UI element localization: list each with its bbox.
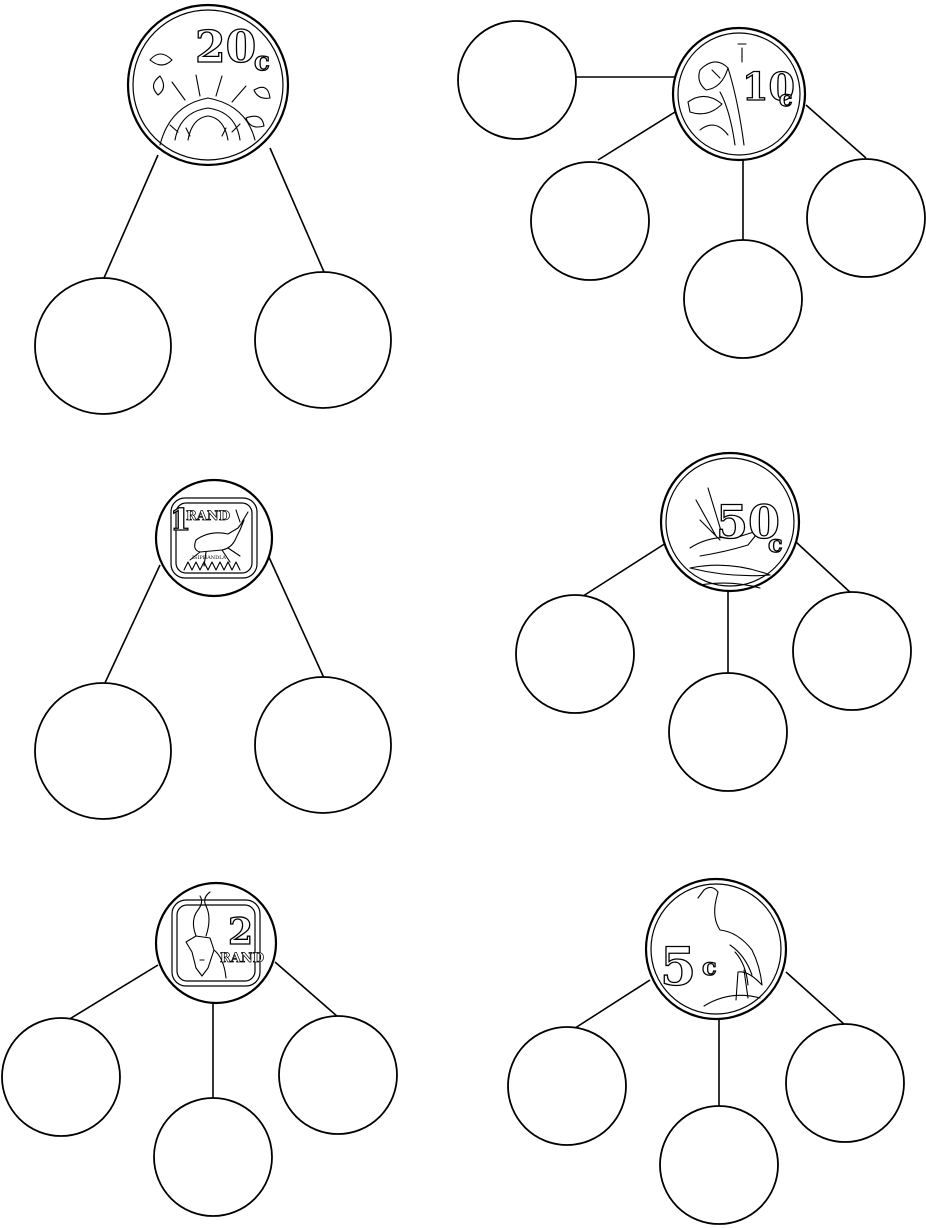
answer-bubble[interactable] [34,682,172,820]
connector-line [267,554,325,679]
coin-1rand: 1 RAND ISIPHANDLA [154,478,274,598]
coin-value-label: 50 [716,495,780,549]
connector-line [597,111,676,161]
coin-20c: 20 c [126,3,290,167]
connector-line [571,979,651,1031]
coin-unit-label: c [779,86,792,112]
coin-value-label: 2 [228,911,253,953]
answer-bubble[interactable] [659,1105,779,1225]
answer-bubble[interactable] [254,676,392,814]
coin-value-label: 1 [170,503,191,538]
blue-crane-icon [697,886,763,1007]
answer-bubble[interactable] [806,158,926,278]
coin-2rand-group: 2 RAND [1,881,398,1217]
springbok-icon [183,509,249,571]
coin-10c: 10 c [671,26,807,162]
connector-line [579,542,667,599]
answer-bubble[interactable] [530,161,650,281]
coin-unit-label: c [254,47,270,77]
coin-inscription: ISIPHANDLA [192,555,226,561]
answer-bubble[interactable] [792,591,912,711]
coin-50c-group: 50 c [515,451,912,792]
answer-bubble[interactable] [515,594,635,714]
kudu-icon [185,891,227,979]
answer-bubble[interactable] [668,672,788,792]
coin-50c: 50 c [659,451,801,593]
answer-bubble[interactable] [254,271,392,409]
connector-line [805,104,867,159]
answer-bubble[interactable] [34,277,172,415]
connector-line [785,971,846,1026]
connector-line [67,964,159,1021]
answer-bubble[interactable] [1,1017,121,1137]
coin-5c: 5 c [644,877,788,1021]
coin-10c-group: 10 c [457,20,926,359]
coin-value-label: 20 [195,22,256,73]
answer-bubble[interactable] [153,1097,273,1217]
connector-line [103,564,161,686]
coin-unit-label: RAND [220,951,264,966]
answer-bubble[interactable] [683,239,803,359]
connector-line [269,147,325,273]
coin-20c-group: 20 c [34,3,392,415]
answer-bubble[interactable] [278,1015,398,1135]
coin-value-label: 5 [660,937,696,998]
coin-unit-label: c [768,529,783,558]
connector-line [103,154,159,279]
connector-line [795,541,853,595]
strelitzia-icon [689,487,771,589]
coin-unit-label: c [702,952,717,981]
connector-line [274,961,339,1018]
answer-bubble[interactable] [507,1026,627,1146]
coin-1rand-group: 1 RAND ISIPHANDLA [34,478,392,820]
arum-lily-icon [687,43,747,146]
answer-bubble[interactable] [457,20,577,140]
coin-value-label: 10 [742,64,795,109]
protea-flower-icon [149,53,271,146]
answer-bubble[interactable] [785,1023,905,1143]
coin-2rand: 2 RAND [154,881,278,1005]
coin-unit-label: RAND [186,509,230,524]
coin-5c-group: 5 c [507,877,905,1225]
